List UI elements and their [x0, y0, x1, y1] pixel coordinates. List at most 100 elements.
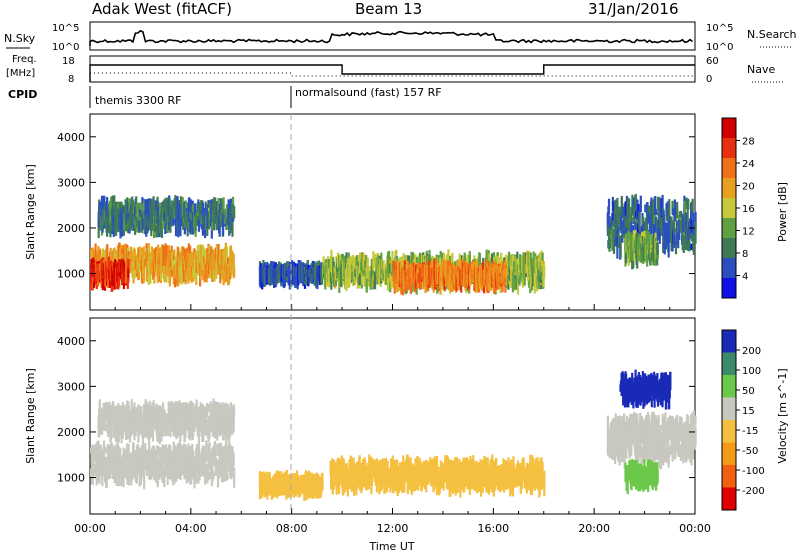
- data-cell: [111, 270, 114, 281]
- data-cell: [200, 404, 203, 413]
- data-cell: [96, 441, 99, 463]
- data-cell: [122, 463, 125, 488]
- data-cell: [229, 402, 232, 424]
- data-cell: [122, 260, 125, 273]
- data-cell: [204, 460, 207, 468]
- data-cell: [435, 456, 438, 476]
- data-cell: [630, 221, 633, 232]
- data-cell: [349, 257, 353, 264]
- cpid-mode-0: themis 3300 RF: [95, 94, 182, 107]
- data-cell: [164, 214, 167, 234]
- data-cell: [321, 480, 324, 491]
- data-cell: [156, 257, 159, 279]
- data-cell: [428, 255, 432, 263]
- data-cell: [466, 475, 469, 490]
- data-cell: [518, 463, 521, 478]
- data-cell: [658, 196, 661, 218]
- data-cell: [499, 266, 502, 273]
- data-cell: [638, 226, 641, 235]
- data-cell: [205, 248, 208, 265]
- data-cell: [212, 445, 215, 457]
- data-cell: [186, 454, 189, 473]
- data-cell: [102, 269, 105, 289]
- sky-noise-panel: [89, 21, 696, 51]
- data-cell: [187, 447, 190, 459]
- data-cell: [671, 200, 674, 215]
- data-cell: [110, 458, 113, 474]
- data-cell: [504, 274, 507, 284]
- data-cell: [131, 414, 134, 426]
- data-cell: [139, 447, 142, 465]
- data-cell: [195, 460, 198, 469]
- data-cell: [682, 225, 685, 233]
- data-cell: [407, 457, 410, 481]
- data-cell: [625, 250, 628, 264]
- data-cell: [673, 213, 676, 234]
- data-cell: [672, 209, 675, 216]
- data-cell: [189, 218, 192, 235]
- data-cell: [656, 245, 659, 255]
- data-cell: [112, 422, 115, 438]
- data-cell: [91, 468, 94, 485]
- data-cell: [201, 202, 204, 216]
- data-cell: [134, 470, 137, 483]
- data-cell: [150, 471, 153, 480]
- data-cell: [612, 230, 616, 253]
- data-cell: [455, 273, 458, 291]
- data-cell: [364, 465, 367, 477]
- data-cell: [614, 235, 617, 247]
- data-cell: [525, 462, 528, 476]
- data-cell: [422, 467, 425, 482]
- data-cell: [179, 444, 182, 456]
- data-cell: [454, 459, 457, 483]
- data-cell: [461, 259, 464, 281]
- data-cell: [488, 477, 491, 488]
- data-cell: [143, 265, 146, 281]
- frequency-panel: [89, 55, 696, 83]
- data-cell: [694, 212, 697, 228]
- data-cell: [203, 424, 206, 434]
- data-cell: [134, 220, 137, 228]
- data-cell: [172, 458, 175, 470]
- data-cell: [661, 194, 664, 216]
- data-cell: [616, 197, 619, 217]
- data-cell: [93, 463, 96, 477]
- data-cell: [129, 452, 132, 473]
- data-cell: [168, 221, 171, 230]
- data-cell: [146, 198, 149, 214]
- data-cell: [607, 206, 610, 225]
- data-cell: [218, 219, 221, 237]
- data-cell: [492, 460, 495, 471]
- y-tick-label: 3000: [57, 176, 85, 189]
- data-cell: [543, 265, 546, 277]
- data-cell: [191, 402, 194, 421]
- data-cell: [660, 218, 664, 236]
- data-cell: [528, 272, 531, 281]
- data-cell: [139, 418, 142, 435]
- data-cell: [200, 213, 203, 224]
- data-cell: [217, 198, 220, 214]
- data-cell: [457, 463, 460, 484]
- data-cell: [220, 410, 223, 434]
- data-cell: [471, 475, 474, 490]
- data-cell: [145, 410, 148, 434]
- data-cell: [366, 257, 369, 269]
- data-cell: [140, 426, 143, 434]
- data-cell: [370, 471, 374, 486]
- data-cell: [123, 452, 126, 466]
- data-cell: [650, 197, 653, 207]
- data-cell: [182, 419, 185, 432]
- data-cell: [324, 265, 327, 290]
- data-cell: [215, 459, 218, 469]
- data-cell: [191, 450, 194, 470]
- data-cell: [125, 463, 128, 476]
- data-cell: [153, 264, 156, 277]
- data-cell: [102, 456, 106, 472]
- data-cell: [375, 267, 378, 274]
- data-cell: [628, 213, 631, 220]
- data-cell: [673, 234, 676, 248]
- data-cell: [202, 406, 206, 415]
- data-cell: [166, 245, 169, 264]
- data-cell: [532, 470, 535, 488]
- data-cell: [406, 272, 409, 290]
